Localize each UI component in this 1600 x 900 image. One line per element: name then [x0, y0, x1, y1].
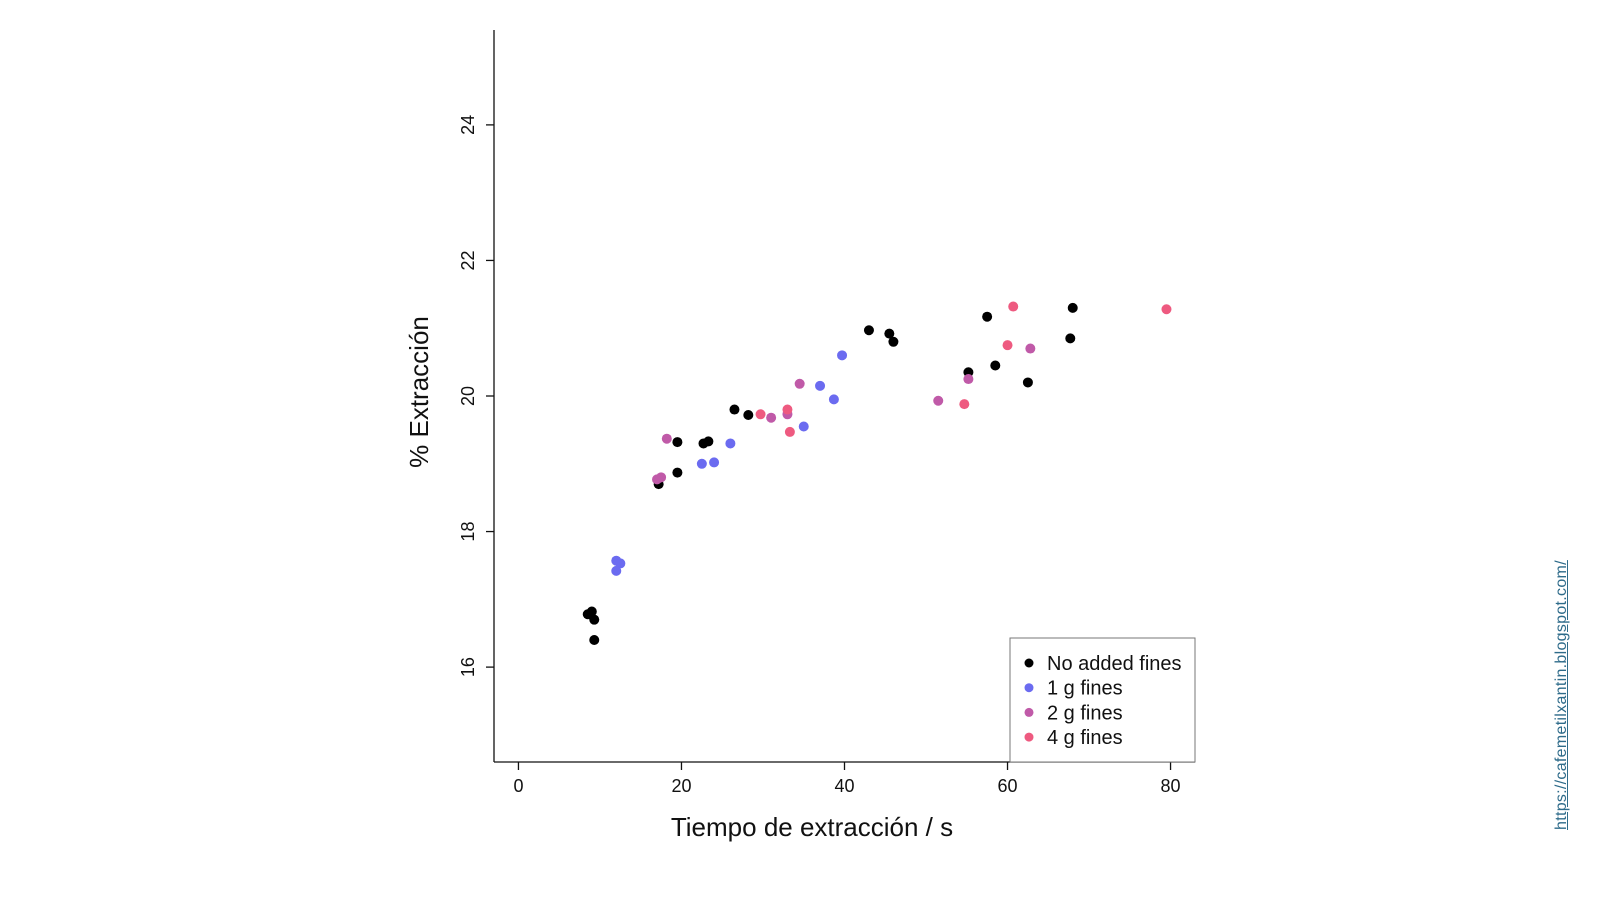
data-point: [1065, 333, 1076, 344]
data-points: [582, 301, 1172, 645]
data-point: [963, 374, 974, 385]
data-point: [1002, 340, 1013, 351]
data-point: [611, 565, 622, 576]
x-tick-label: 0: [513, 776, 523, 796]
data-point: [815, 380, 826, 391]
data-point: [959, 399, 970, 410]
legend-marker: [1024, 707, 1034, 717]
data-point: [672, 467, 683, 478]
legend-label: No added fines: [1047, 653, 1182, 675]
data-point: [725, 438, 736, 449]
data-point: [828, 394, 839, 405]
data-point: [743, 409, 754, 420]
legend-label: 2 g fines: [1047, 702, 1123, 724]
data-point: [863, 325, 874, 336]
series-0: [582, 302, 1078, 645]
source-link[interactable]: https://cafemetilxantin.blogspot.com/: [1553, 560, 1570, 830]
data-point: [672, 437, 683, 448]
data-point: [709, 457, 720, 468]
data-point: [1067, 302, 1078, 313]
y-tick-label: 18: [458, 522, 478, 542]
series-2: [652, 343, 1036, 485]
data-point: [1161, 304, 1172, 315]
y-tick-label: 24: [458, 115, 478, 135]
x-tick-label: 60: [998, 776, 1018, 796]
data-point: [766, 412, 777, 423]
data-point: [794, 378, 805, 389]
x-tick-label: 20: [671, 776, 691, 796]
x-tick-label: 80: [1161, 776, 1181, 796]
data-point: [656, 472, 667, 483]
y-axis-title: % Extracción: [404, 316, 434, 468]
data-point: [990, 360, 1001, 371]
legend-label: 4 g fines: [1047, 727, 1123, 749]
data-point: [1022, 377, 1033, 388]
legend-label: 1 g fines: [1047, 678, 1123, 700]
data-point: [798, 421, 809, 432]
data-point: [933, 395, 944, 406]
data-point: [1008, 301, 1019, 312]
legend-box: [1009, 637, 1196, 763]
data-point: [784, 426, 795, 437]
data-point: [729, 404, 740, 415]
data-point: [888, 336, 899, 347]
data-point: [1025, 343, 1036, 354]
data-point: [661, 433, 672, 444]
data-point: [696, 458, 707, 469]
x-ticks: 0 20 40 60 80: [513, 762, 1181, 796]
data-point: [589, 635, 600, 645]
x-tick-label: 40: [834, 776, 854, 796]
series-1: [611, 350, 848, 576]
y-tick-label: 22: [458, 250, 478, 270]
data-point: [782, 404, 793, 415]
data-point: [589, 614, 600, 625]
y-ticks: 16 18 20 22 24: [458, 115, 494, 677]
data-point: [982, 311, 993, 322]
series-3: [755, 301, 1172, 437]
data-point: [703, 436, 714, 447]
x-axis-title: Tiempo de extracción / s: [671, 812, 953, 842]
y-tick-label: 20: [458, 386, 478, 406]
data-point: [837, 350, 848, 361]
data-point: [884, 328, 895, 339]
legend-marker: [1024, 683, 1034, 693]
data-point: [755, 409, 766, 420]
data-point: [586, 606, 597, 617]
legend-marker: [1024, 658, 1034, 668]
legend-marker: [1024, 732, 1034, 742]
data-point: [615, 558, 626, 569]
y-tick-label: 16: [458, 657, 478, 677]
